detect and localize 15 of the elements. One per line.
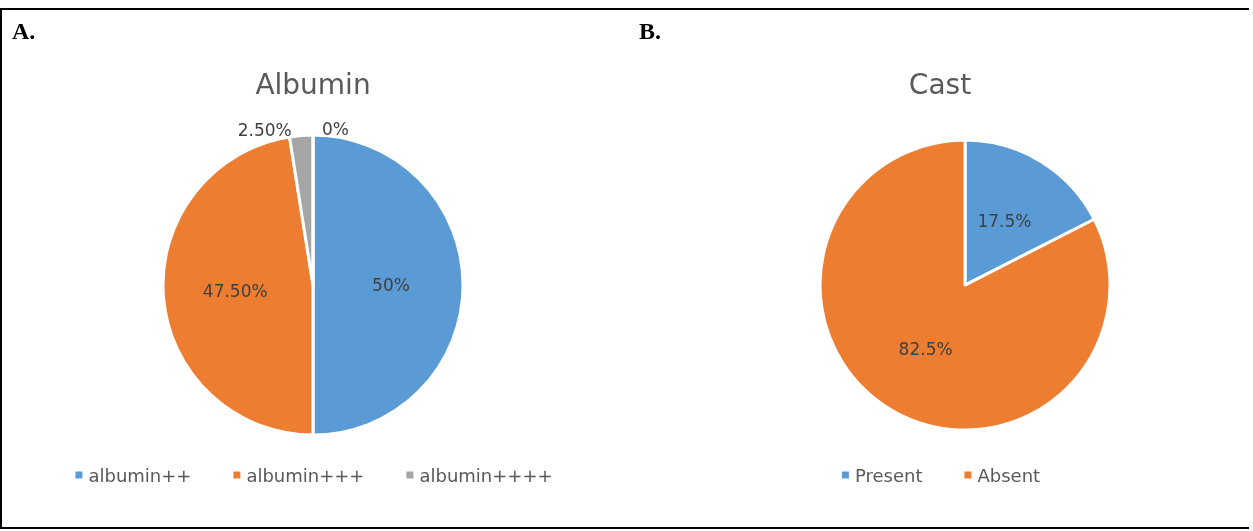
text: 0% [322, 119, 349, 140]
legend-label: Absent [977, 464, 1041, 486]
data-label: 2.50% [237, 119, 292, 140]
chart-title: Cast [908, 67, 972, 101]
legend-label: albumin++++ [419, 464, 553, 486]
chart-title: Albumin [255, 67, 371, 101]
legend-label: Present [854, 464, 923, 486]
text: A. [12, 18, 36, 45]
data-label: 82.5% [898, 339, 953, 360]
data-label: 50% [372, 275, 410, 296]
legend-label: albumin+++ [246, 464, 365, 486]
legend-label: albumin++ [88, 464, 192, 486]
data-label: 47.50% [202, 281, 268, 302]
text: B. [639, 18, 662, 45]
data-label: 17.5% [977, 210, 1032, 231]
